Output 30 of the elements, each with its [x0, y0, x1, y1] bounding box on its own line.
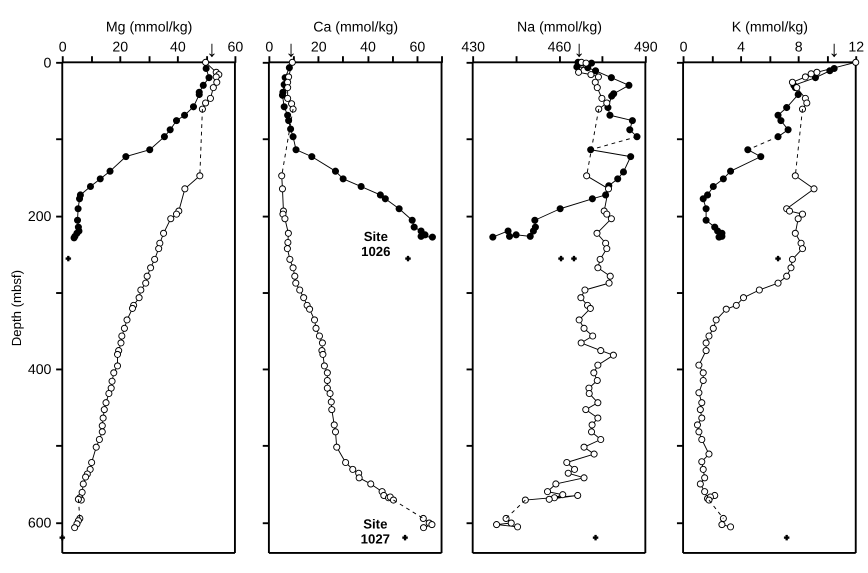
annotation: ↓: [828, 36, 840, 62]
x-tick-label: 20: [112, 38, 128, 54]
annotation: ↓: [206, 36, 218, 62]
annotation: ↓: [574, 36, 585, 62]
y-tick-label: 200: [28, 208, 52, 224]
x-tick-label: 20: [310, 38, 327, 54]
x-tick-label: 0: [680, 38, 688, 54]
y-tick-label: 600: [28, 514, 52, 530]
x-tick-label: 8: [794, 38, 803, 54]
x-tick-label: 460: [548, 38, 572, 54]
x-tick-label: 4: [737, 38, 746, 54]
x-tick-label: 0: [265, 38, 274, 54]
text: Site 1027: [360, 516, 390, 546]
y-axis-title: Depth (mbsf): [9, 270, 24, 346]
x-tick-label: 430: [461, 38, 486, 54]
series-label: Site 1026: [361, 228, 390, 259]
x-tick-label: 40: [170, 38, 186, 54]
x-tick-label: 12: [848, 38, 864, 54]
y-tick-label: 0: [44, 54, 52, 71]
x-tick-label: 490: [634, 38, 658, 54]
x-axis-title: Ca (mmol/kg): [313, 18, 398, 35]
y-tick-label: 400: [28, 361, 52, 378]
x-tick-label: 0: [58, 38, 67, 54]
x-tick-label: 40: [360, 38, 376, 54]
x-axis-title: Mg (mmol/kg): [106, 18, 192, 35]
x-axis-title: K (mmol/kg): [732, 18, 808, 35]
x-axis-title: Na (mmol/kg): [517, 18, 602, 35]
x-tick-label: 60: [228, 38, 244, 54]
x-tick-label: 60: [409, 38, 426, 54]
annotation: ↓: [285, 36, 297, 62]
